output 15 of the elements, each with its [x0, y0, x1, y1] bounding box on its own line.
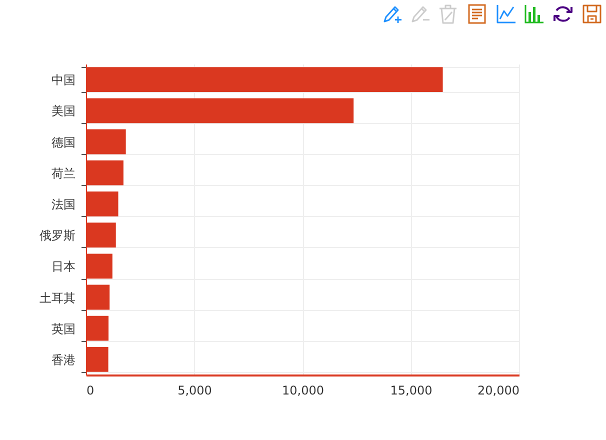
x-tick-label: 10,000: [282, 384, 324, 398]
y-tick-label: 中国: [52, 73, 76, 88]
y-tick-label: 日本: [52, 260, 76, 274]
y-tick-label: 美国: [52, 104, 76, 118]
y-tick-label: 香港: [52, 352, 76, 367]
x-tick-label: 15,000: [390, 384, 432, 398]
y-tick-label: 德国: [52, 135, 76, 150]
y-tick-label: 俄罗斯: [40, 228, 76, 243]
y-tick-label: 英国: [52, 322, 76, 336]
x-tick-label: 0: [86, 384, 94, 398]
x-tick-label: 5,000: [178, 384, 212, 398]
x-tick-label: 20,000: [478, 384, 520, 398]
y-tick-label: 荷兰: [52, 166, 76, 180]
y-tick-label: 土耳其: [40, 290, 76, 305]
y-tick-label: 法国: [52, 197, 76, 212]
